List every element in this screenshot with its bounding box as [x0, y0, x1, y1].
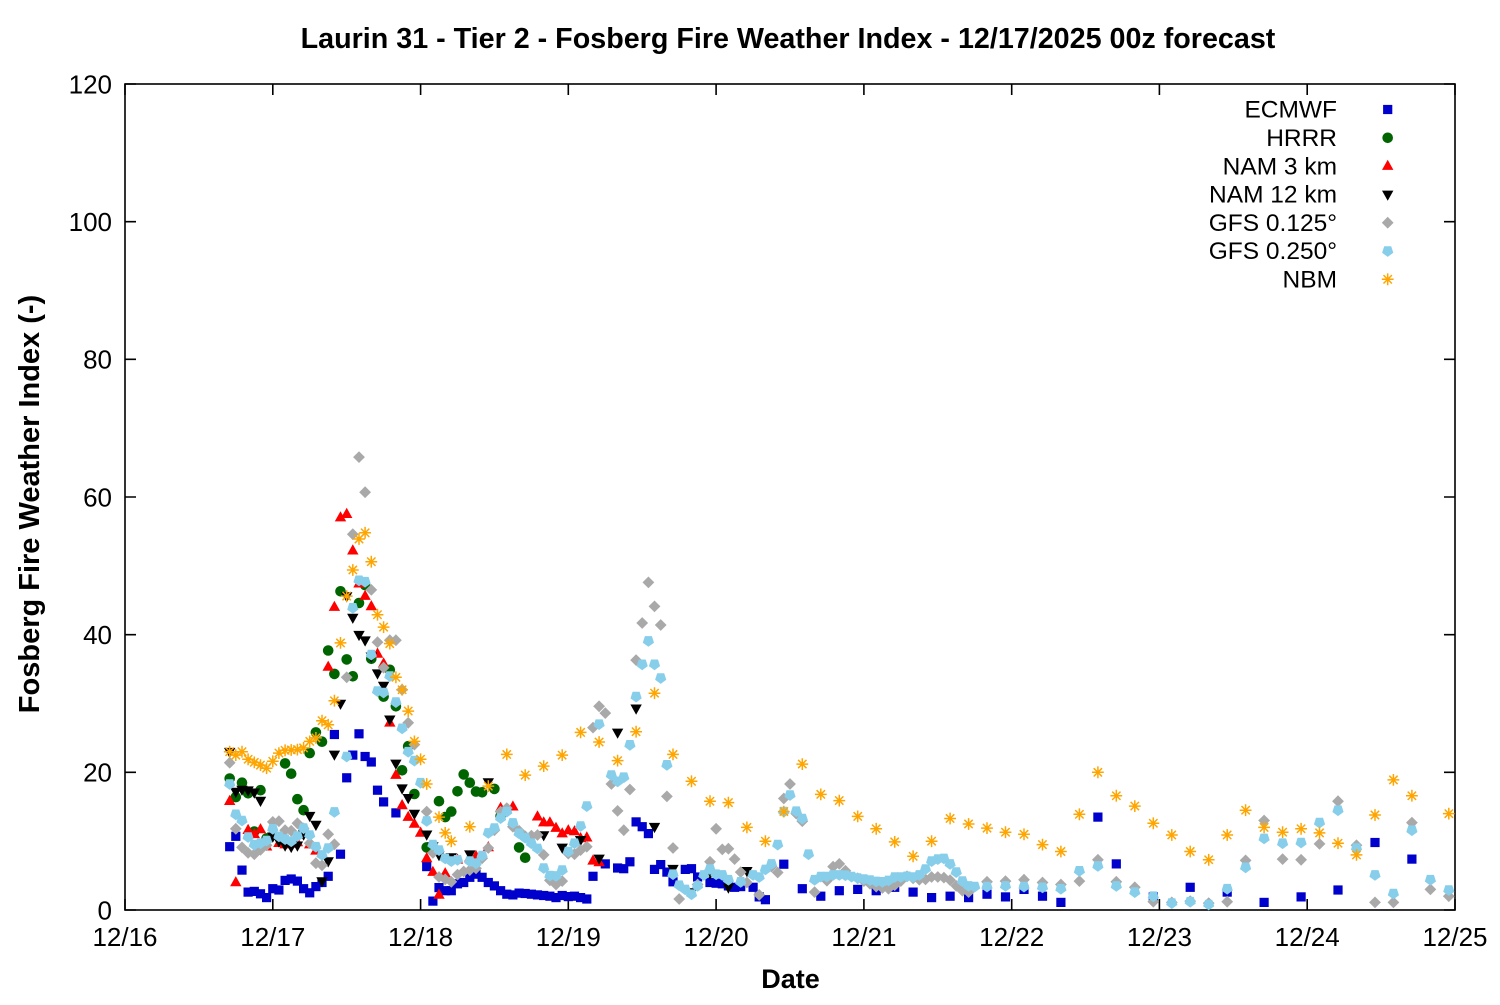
svg-text:60: 60: [83, 482, 112, 512]
svg-text:Fosberg Fire Weather Index (-): Fosberg Fire Weather Index (-): [14, 295, 46, 713]
svg-text:NAM 3 km: NAM 3 km: [1223, 153, 1337, 180]
svg-text:120: 120: [69, 69, 112, 99]
svg-text:0: 0: [98, 895, 112, 925]
svg-text:NAM 12 km: NAM 12 km: [1209, 182, 1337, 209]
svg-text:ECMWF: ECMWF: [1244, 97, 1337, 124]
svg-text:12/24: 12/24: [1275, 922, 1340, 952]
svg-text:40: 40: [83, 620, 112, 650]
svg-text:NBM: NBM: [1283, 267, 1337, 294]
svg-text:12/22: 12/22: [979, 922, 1044, 952]
svg-text:HRRR: HRRR: [1266, 125, 1337, 152]
svg-text:GFS 0.250°: GFS 0.250°: [1209, 238, 1337, 265]
svg-text:100: 100: [69, 207, 112, 237]
svg-text:Laurin 31 - Tier 2 - Fosberg F: Laurin 31 - Tier 2 - Fosberg Fire Weathe…: [301, 23, 1276, 55]
svg-text:GFS 0.125°: GFS 0.125°: [1209, 210, 1337, 237]
svg-text:Date: Date: [761, 964, 820, 994]
svg-text:12/25: 12/25: [1422, 922, 1487, 952]
svg-text:80: 80: [83, 345, 112, 375]
svg-text:12/16: 12/16: [92, 922, 157, 952]
svg-text:12/17: 12/17: [240, 922, 305, 952]
svg-text:12/21: 12/21: [831, 922, 896, 952]
svg-text:12/19: 12/19: [536, 922, 601, 952]
svg-text:20: 20: [83, 758, 112, 788]
svg-text:12/23: 12/23: [1127, 922, 1192, 952]
svg-text:12/18: 12/18: [388, 922, 453, 952]
svg-text:12/20: 12/20: [684, 922, 749, 952]
